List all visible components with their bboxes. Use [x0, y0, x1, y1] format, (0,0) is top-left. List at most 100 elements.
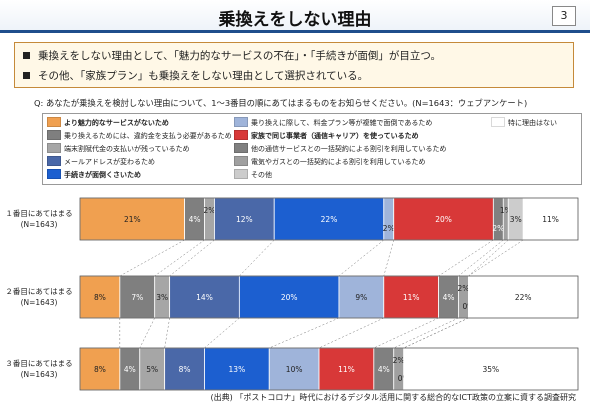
legend-swatch	[47, 169, 61, 179]
bullet-square-icon	[23, 51, 30, 59]
connector-line	[164, 317, 170, 349]
data-label: 2%	[393, 356, 405, 365]
bar-segment	[468, 275, 579, 319]
legend-label: 電気やガスとの一括契約による割引を利用しているため	[251, 158, 426, 166]
data-label: 20%	[281, 293, 298, 302]
data-label: 12%	[236, 215, 253, 224]
data-label: 3%	[156, 293, 168, 302]
bar-segment	[458, 275, 469, 319]
bar-segment	[139, 347, 166, 391]
data-label: 20%	[435, 215, 452, 224]
legend-item: 端末割賦代金の支払いが残っているため	[47, 143, 190, 155]
bar-outline	[79, 197, 579, 241]
data-label: 3%	[510, 215, 522, 224]
legend-item: 手続きが面倒くさいため	[47, 169, 141, 181]
data-label: 2%	[204, 206, 216, 215]
legend-label: メールアドレスが変わるため	[64, 158, 155, 166]
bar-segment	[393, 347, 405, 391]
legend-label: 乗り換えるためには、違約金を支払う必要があるため	[64, 132, 232, 140]
data-label: 22%	[321, 215, 338, 224]
connector-line	[204, 317, 240, 349]
legend-label: 他の通信サービスとの一括契約による割引を利用しているため	[251, 145, 447, 153]
bullet-square-icon	[23, 71, 30, 79]
data-label: 14%	[196, 293, 213, 302]
bar-segment	[79, 275, 121, 319]
connector-line	[154, 239, 205, 277]
connector-line	[458, 239, 504, 277]
row-label-line: (N=1643)	[20, 298, 58, 307]
bar-outline	[79, 347, 579, 391]
bar-outline	[79, 275, 579, 319]
legend-swatch	[234, 143, 248, 153]
data-label: 13%	[229, 365, 246, 374]
connector-line	[468, 239, 524, 277]
legend-label: 手続きが面倒くさいため	[64, 171, 141, 179]
connector-line	[169, 239, 215, 277]
data-label: 2%	[383, 224, 395, 233]
row-label: ３番目にあてはまる (N=1643)	[0, 358, 78, 380]
data-label: 21%	[124, 215, 141, 224]
legend-label: 家族で同じ事業者（通信キャリア）を使っているため	[251, 132, 419, 140]
data-label: 9%	[355, 293, 367, 302]
legend-swatch	[234, 156, 248, 166]
survey-question: Q: あなたが乗換えを検討しない理由について、1～3番目の順にあてはまるものをお…	[34, 98, 528, 108]
legend-swatch	[47, 130, 61, 140]
bar-segment	[204, 197, 215, 241]
data-label: 5%	[146, 365, 158, 374]
legend-item: 家族で同じ事業者（通信キャリア）を使っているため	[234, 130, 419, 142]
bar-segment	[164, 347, 205, 391]
page-number: 3	[552, 6, 576, 26]
connector-line	[468, 239, 509, 277]
data-label: 2%	[458, 284, 470, 293]
legend-item: 電気やガスとの一括契約による割引を利用しているため	[234, 156, 426, 168]
data-label: 2%	[492, 224, 504, 233]
row-label-line: (N=1643)	[20, 220, 58, 229]
bar-segment	[383, 197, 395, 241]
bar-segment	[119, 275, 156, 319]
connector-line	[139, 317, 155, 349]
bar-segment	[393, 197, 494, 241]
row-label: １番目にあてはまる (N=1643)	[0, 208, 78, 230]
legend-item: 他の通信サービスとの一括契約による割引を利用しているため	[234, 143, 447, 155]
legend-label: 端末割賦代金の支払いが残っているため	[64, 145, 190, 153]
data-label: 10%	[286, 365, 303, 374]
data-label: 11%	[403, 293, 420, 302]
legend-swatch	[47, 143, 61, 153]
legend-item: 乗り換えに際して、料金プラン等が複雑で面倒であるため	[234, 117, 432, 129]
row-label-line: (N=1643)	[20, 370, 58, 379]
legend-swatch	[47, 117, 61, 127]
data-label: 11%	[542, 215, 559, 224]
summary-line-2: その他、「家族プラン」も乗換えをしない理由として選択されている。	[23, 66, 565, 86]
row-label: ２番目にあてはまる (N=1643)	[0, 286, 78, 308]
data-label: 4%	[378, 365, 390, 374]
chart-legend: より魅力的なサービスがないため乗り換えるためには、違約金を支払う必要があるため端…	[42, 113, 582, 185]
legend-swatch	[234, 117, 248, 127]
data-label: 8%	[94, 365, 106, 374]
legend-item: より魅力的なサービスがないため	[47, 117, 169, 129]
connector-line	[438, 239, 494, 277]
data-label: 22%	[515, 293, 532, 302]
legend-label: 乗り換えに際して、料金プラン等が複雑で面倒であるため	[251, 119, 433, 127]
legend-swatch	[234, 169, 248, 179]
connector-line	[269, 317, 340, 349]
legend-label: より魅力的なサービスがないため	[64, 119, 169, 127]
data-label: 11%	[338, 365, 355, 374]
legend-item: 特に理由はない	[491, 117, 557, 129]
legend-item: 乗り換えるためには、違約金を支払う必要があるため	[47, 130, 232, 142]
title-bar: 乗換えをしない理由 3	[0, 0, 590, 33]
bar-segment	[273, 197, 385, 241]
connector-line	[239, 239, 275, 277]
bar-segment	[502, 197, 509, 241]
connector-line	[338, 239, 384, 277]
data-label: 4%	[124, 365, 136, 374]
bar-segment	[492, 197, 504, 241]
connector-line	[318, 317, 384, 349]
connector-line	[119, 239, 185, 277]
source-note: (出典) 「ポストコロナ」時代におけるデジタル活用に関する総合的なICT政策の立…	[210, 393, 576, 402]
legend-swatch	[491, 117, 505, 127]
bar-segment	[214, 197, 275, 241]
legend-item: メールアドレスが変わるため	[47, 156, 155, 168]
data-label: 8%	[94, 293, 106, 302]
row-label-line: ３番目にあてはまる	[5, 359, 73, 368]
